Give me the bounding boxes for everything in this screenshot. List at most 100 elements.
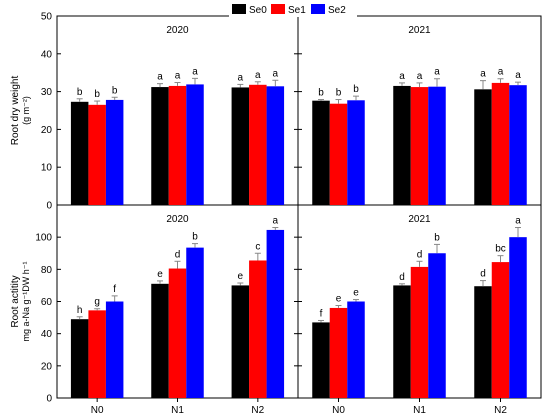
significance-letter: a	[434, 67, 440, 78]
significance-letter: b	[112, 85, 118, 96]
legend-label: Se0	[249, 5, 267, 16]
x-tick-label: N0	[332, 405, 345, 416]
legend-swatch	[311, 4, 325, 14]
bar	[70, 319, 89, 398]
bar	[312, 100, 330, 205]
significance-letter: a	[238, 72, 244, 83]
bar	[88, 310, 106, 398]
bar	[491, 262, 510, 398]
significance-letter: g	[94, 297, 100, 308]
panel-title: 2021	[408, 214, 431, 225]
x-tick-label: N0	[91, 405, 104, 416]
significance-letter: h	[77, 305, 83, 316]
bar	[347, 100, 365, 205]
significance-letter: a	[417, 71, 423, 82]
significance-letter: b	[77, 87, 83, 98]
significance-letter: d	[399, 272, 405, 283]
x-tick-label: N2	[494, 405, 507, 416]
bar	[266, 229, 285, 398]
plot-frame	[56, 15, 542, 399]
bar	[231, 285, 250, 398]
bar	[266, 86, 285, 205]
bar	[347, 301, 365, 398]
y-axis-label: Root actitity	[10, 275, 21, 327]
bar	[105, 301, 124, 398]
legend-swatch	[232, 4, 246, 14]
x-tick-label: N1	[171, 405, 184, 416]
significance-letter: e	[336, 294, 342, 305]
significance-letter: b	[353, 84, 359, 95]
y-tick-label: 20	[41, 361, 53, 372]
legend-label: Se1	[288, 5, 306, 16]
y-tick-label: 40	[41, 49, 53, 60]
bar	[105, 99, 124, 205]
panel-title: 2021	[408, 25, 431, 36]
bar	[428, 253, 446, 398]
significance-letter: b	[336, 88, 342, 99]
y-tick-label: 20	[41, 125, 53, 136]
significance-letter: b	[192, 232, 198, 243]
significance-letter: b	[318, 88, 324, 99]
bar	[312, 322, 330, 398]
x-tick-label: N2	[251, 405, 264, 416]
significance-letter: a	[255, 70, 261, 81]
significance-letter: f	[320, 308, 323, 319]
bar	[186, 247, 204, 398]
significance-letter: f	[113, 284, 116, 295]
bar	[249, 260, 267, 398]
significance-letter: d	[480, 269, 486, 280]
y-tick-label: 0	[46, 201, 52, 212]
y-axis-unit: (g m⁻²)	[21, 96, 31, 125]
y-tick-label: 40	[41, 329, 53, 340]
bar	[231, 87, 250, 205]
significance-letter: a	[399, 71, 405, 82]
bar	[151, 87, 169, 205]
bar	[474, 286, 492, 398]
bar	[393, 285, 411, 398]
y-tick-label: 80	[41, 265, 53, 276]
bar	[509, 237, 527, 398]
y-tick-label: 50	[41, 12, 53, 23]
significance-letter: bc	[495, 244, 506, 255]
bar	[168, 268, 187, 398]
bar	[186, 84, 204, 205]
y-tick-label: 0	[46, 394, 52, 405]
significance-letter: b	[94, 89, 100, 100]
x-tick-label: N1	[413, 405, 426, 416]
significance-letter: a	[273, 68, 279, 79]
y-tick-label: 60	[41, 297, 53, 308]
bar	[70, 101, 89, 205]
y-tick-label: 10	[41, 163, 53, 174]
panel-title: 2020	[166, 25, 189, 36]
bar	[151, 283, 169, 398]
legend-label: Se2	[328, 5, 346, 16]
significance-letter: e	[353, 288, 359, 299]
significance-letter: a	[515, 216, 521, 227]
bar	[168, 85, 187, 205]
panel-title: 2020	[166, 214, 189, 225]
bar	[509, 85, 527, 205]
significance-letter: a	[498, 67, 504, 78]
bar	[88, 104, 106, 205]
bar	[410, 266, 429, 398]
bar	[491, 82, 510, 205]
significance-letter: a	[515, 70, 521, 81]
bar	[410, 87, 429, 205]
significance-letter: e	[238, 271, 244, 282]
significance-letter: b	[434, 232, 440, 243]
y-axis-unit: mg a-Na g⁻¹DW h⁻¹	[21, 261, 31, 341]
significance-letter: d	[175, 249, 181, 260]
significance-letter: e	[157, 269, 163, 280]
bar	[393, 85, 411, 205]
y-tick-label: 30	[41, 87, 53, 98]
legend-swatch	[271, 4, 285, 14]
bar	[329, 307, 348, 398]
y-tick-label: 100	[35, 233, 52, 244]
significance-letter: a	[175, 71, 181, 82]
significance-letter: c	[255, 241, 260, 252]
significance-letter: a	[273, 216, 279, 227]
bar	[249, 84, 267, 205]
bar	[428, 86, 446, 205]
significance-letter: a	[157, 72, 163, 83]
